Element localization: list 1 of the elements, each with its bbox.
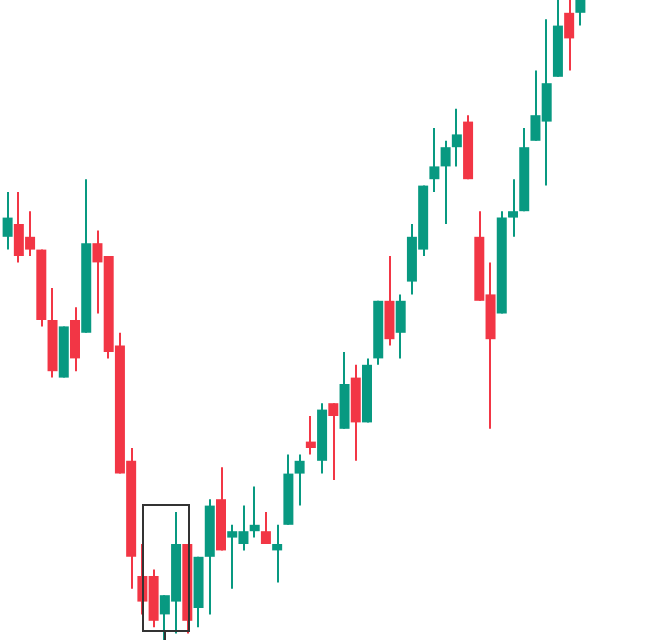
candlestick [249, 486, 260, 538]
